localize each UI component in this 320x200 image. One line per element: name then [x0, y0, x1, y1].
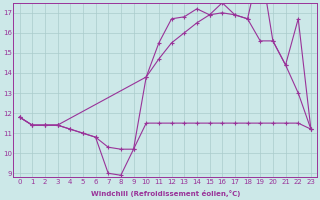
X-axis label: Windchill (Refroidissement éolien,°C): Windchill (Refroidissement éolien,°C): [91, 190, 240, 197]
